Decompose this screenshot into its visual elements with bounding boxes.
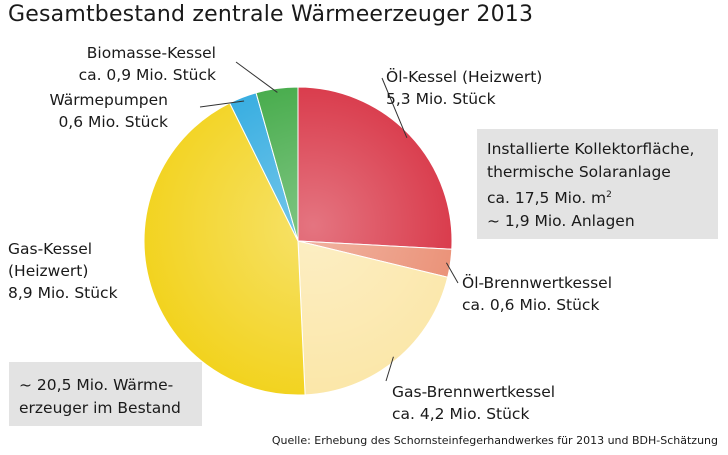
label-line: ca. 0,6 Mio. Stück — [462, 296, 600, 314]
chart-title: Gesamtbestand zentrale Wärmeerzeuger 201… — [8, 2, 534, 27]
total-line: ~ 20,5 Mio. Wärme- — [19, 376, 174, 394]
pie-highlight — [144, 87, 452, 395]
label-line: 8,9 Mio. Stück — [8, 284, 118, 302]
label-line: 0,6 Mio. Stück — [58, 113, 168, 131]
info-area-value: ca. 17,5 Mio. m — [487, 189, 607, 207]
total-line: erzeuger im Bestand — [19, 399, 181, 417]
label-oel-kessel: Öl-Kessel (Heizwert) 5,3 Mio. Stück — [386, 66, 542, 110]
label-oel-brennwertkessel: Öl-Brennwertkessel ca. 0,6 Mio. Stück — [462, 272, 612, 316]
total-box: ~ 20,5 Mio. Wärme- erzeuger im Bestand — [9, 362, 202, 426]
label-line: ca. 0,9 Mio. Stück — [78, 66, 216, 84]
superscript-2: 2 — [606, 190, 612, 200]
info-line: thermische Solaranlage — [487, 163, 671, 181]
leader-line — [445, 262, 459, 284]
source-note: Quelle: Erhebung des Schornsteinfegerhan… — [271, 434, 718, 447]
leader-line — [235, 61, 278, 93]
leader-line — [385, 356, 394, 382]
info-line: Installierte Kollektorfläche, — [487, 140, 695, 158]
solar-info-box: Installierte Kollektorfläche, thermische… — [477, 129, 718, 239]
label-waermepumpen: Wärmepumpen 0,6 Mio. Stück — [49, 89, 168, 133]
label-gas-kessel: Gas-Kessel (Heizwert) 8,9 Mio. Stück — [8, 238, 118, 304]
info-line: ca. 17,5 Mio. m2 — [487, 184, 718, 210]
label-line: 5,3 Mio. Stück — [386, 90, 496, 108]
label-line: ca. 4,2 Mio. Stück — [392, 405, 530, 423]
leader-line — [381, 77, 408, 139]
label-line: Öl-Brennwertkessel — [462, 274, 613, 292]
label-gas-brennwertkessel: Gas-Brennwertkessel ca. 4,2 Mio. Stück — [392, 381, 555, 425]
label-line: Biomasse-Kessel — [86, 44, 216, 62]
label-line: (Heizwert) — [8, 262, 89, 280]
label-biomasse-kessel: Biomasse-Kessel ca. 0,9 Mio. Stück — [79, 42, 216, 86]
label-line: Gas-Kessel — [8, 240, 93, 258]
label-line: Öl-Kessel (Heizwert) — [386, 68, 543, 86]
label-line: Gas-Brennwertkessel — [392, 383, 556, 401]
label-line: Wärmepumpen — [49, 91, 168, 109]
leader-line — [199, 100, 245, 108]
info-line: ~ 1,9 Mio. Anlagen — [487, 212, 635, 230]
